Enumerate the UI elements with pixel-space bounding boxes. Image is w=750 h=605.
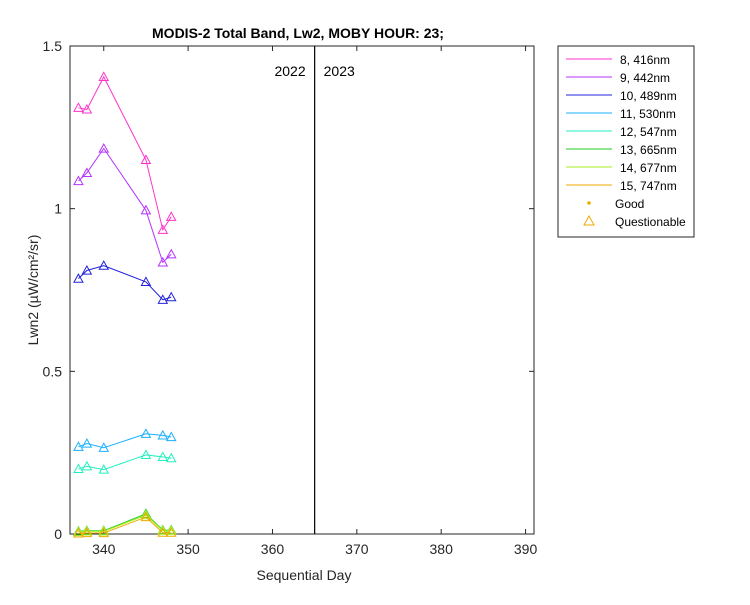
data-point-marker [98, 527, 110, 538]
legend-label: Good [615, 197, 644, 211]
legend-label: Questionable [615, 215, 686, 229]
data-point-marker [73, 175, 84, 186]
series-12-547nm [73, 449, 177, 474]
series-line [78, 513, 172, 532]
data-point-marker [165, 525, 177, 535]
year-label-left: 2022 [274, 63, 305, 79]
chart-title: MODIS-2 Total Band, Lw2, MOBY HOUR: 23; [152, 25, 444, 41]
data-point-marker [165, 452, 177, 463]
series-line [78, 265, 172, 301]
data-point-marker [81, 525, 93, 536]
data-point-marker [73, 273, 84, 283]
data-point-marker [98, 142, 110, 153]
plot-area: 340 350 360 370 380 390 0 0.5 1 1.5 2022 2023 [43, 38, 538, 557]
data-point-marker [140, 511, 152, 522]
data-point-marker [81, 460, 93, 471]
data-point-marker [157, 256, 169, 267]
legend-label: 9, 442nm [620, 71, 670, 85]
series-9-442nm [73, 142, 177, 267]
data-point-marker [73, 102, 84, 112]
series-8-416nm [73, 71, 177, 234]
legend-triangle-marker [583, 214, 595, 226]
y-tick-label: 1.5 [43, 38, 63, 54]
legend-box [557, 45, 695, 238]
series-line [78, 514, 172, 533]
legend-label: 10, 489nm [620, 89, 677, 103]
y-tick-label: 0.5 [43, 363, 63, 379]
data-point-marker [98, 260, 110, 270]
x-tick-label: 380 [430, 541, 454, 557]
y-tick-label: 0 [54, 526, 62, 542]
legend-label: 15, 747nm [620, 179, 677, 193]
x-tick-label: 350 [176, 541, 200, 557]
legend-label: 14, 677nm [620, 161, 677, 175]
series-line [78, 75, 172, 232]
data-point-marker [165, 291, 177, 302]
series-10-489nm [73, 260, 177, 304]
data-point-marker [140, 276, 152, 286]
data-point-marker [165, 211, 177, 221]
x-axis-label: Sequential Day [257, 567, 352, 583]
y-tick-label: 1 [54, 201, 62, 217]
data-point-marker [81, 438, 93, 448]
data-point-marker [140, 154, 152, 164]
axes-box [69, 45, 535, 535]
series-11-530nm [73, 428, 177, 452]
data-point-marker [165, 248, 177, 259]
data-point-marker [73, 441, 84, 451]
data-point-marker [157, 294, 169, 304]
data-point-marker [98, 71, 110, 82]
y-axis-label: Lwn2 (µW/cm²/sr) [25, 235, 41, 346]
data-point-marker [140, 428, 152, 438]
data-point-marker [98, 525, 110, 536]
data-point-marker [81, 527, 93, 538]
data-point-marker [73, 526, 84, 537]
data-point-marker [81, 264, 93, 275]
series-line [78, 454, 172, 471]
series-line [78, 516, 172, 534]
legend-label: 11, 530nm [620, 107, 676, 121]
data-point-marker [140, 204, 152, 215]
data-point-marker [165, 527, 177, 537]
year-label-right: 2023 [324, 63, 355, 79]
data-point-marker [140, 449, 152, 460]
x-tick-label: 390 [514, 541, 538, 557]
legend-label: 8, 416nm [620, 53, 670, 67]
data-point-marker [73, 463, 84, 474]
data-point-marker [157, 451, 169, 461]
x-tick-label: 360 [261, 541, 285, 557]
data-point-marker [81, 167, 93, 177]
series-15-747nm [73, 511, 177, 538]
legend-label: 12, 547nm [620, 125, 677, 139]
legend-label: 13, 665nm [620, 143, 677, 157]
legend: 8, 416nm 9, 442nm 10, 489nm 11, 530nm 12, 54… [557, 45, 695, 238]
data-point-marker [157, 429, 169, 440]
legend-dot-marker [587, 201, 591, 205]
x-tick-label: 370 [345, 541, 369, 557]
data-point-marker [73, 527, 84, 538]
data-point-marker [98, 464, 110, 474]
data-point-marker [140, 509, 152, 520]
data-point-marker [157, 527, 169, 537]
data-point-marker [98, 442, 110, 452]
x-tick-label: 340 [92, 541, 116, 557]
data-point-marker [165, 431, 177, 442]
series-line [78, 433, 172, 449]
data-point-marker [81, 103, 93, 114]
data-point-marker [157, 224, 169, 234]
